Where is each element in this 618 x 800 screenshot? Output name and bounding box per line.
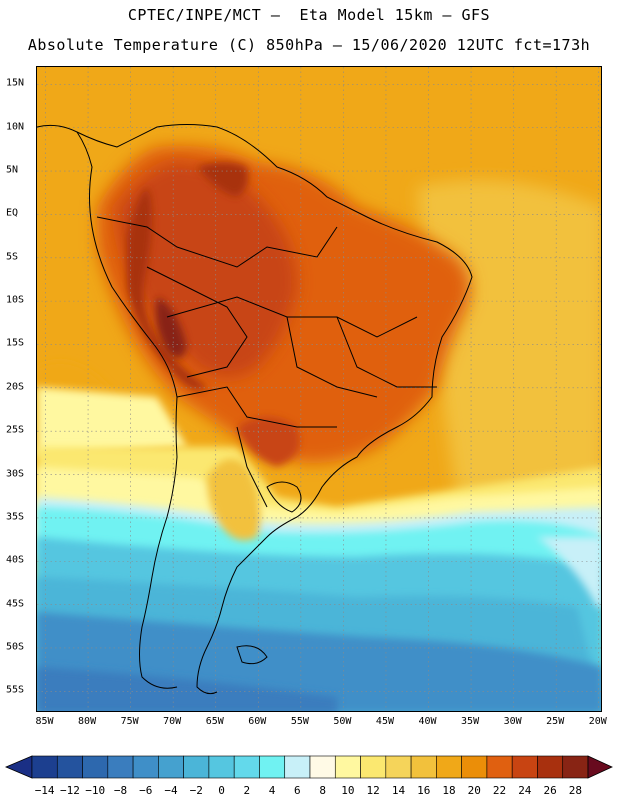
latitude-tick-label: 10S: [6, 294, 25, 306]
latitude-tick-label: 5S: [6, 251, 19, 263]
colorbar-segment: [334, 755, 361, 779]
colorbar-tick-label: 0: [218, 784, 225, 797]
longitude-tick-label: 60W: [248, 716, 267, 727]
longitude-tick-label: 50W: [333, 716, 352, 727]
colorbar-tick-label: 16: [417, 784, 431, 797]
title-line-2: Absolute Temperature (C) 850hPa – 15/06/…: [27, 36, 591, 54]
longitude-tick-label: 65W: [205, 716, 224, 727]
longitude-tick-label: 45W: [375, 716, 394, 727]
colorbar-tick-label: 12: [366, 784, 380, 797]
colorbar-tick-label: 6: [294, 784, 301, 797]
longitude-tick-label: 40W: [418, 716, 437, 727]
colorbar-tick-label: −4: [164, 784, 178, 797]
colorbar-segment: [562, 755, 589, 779]
colorbar-segment: [31, 755, 58, 779]
colorbar-segment: [410, 755, 437, 779]
colorbar-tick-label: −12: [59, 784, 80, 797]
longitude-tick-label: 55W: [290, 716, 309, 727]
colorbar-segment: [233, 755, 260, 779]
latitude-tick-label: 55S: [6, 684, 25, 696]
latitude-tick-label: 35S: [6, 511, 25, 523]
colorbar-tick-label: −6: [139, 784, 153, 797]
longitude-tick-label: 35W: [461, 716, 480, 727]
colorbar-segment: [436, 755, 462, 779]
colorbar-segment: [486, 755, 513, 779]
colorbar-underflow-triangle: [4, 755, 33, 779]
latitude-tick-label: 50S: [6, 641, 25, 653]
colorbar-tick-label: −8: [113, 784, 128, 797]
latitude-tick-label: 15N: [6, 77, 25, 89]
colorbar-tick-label: 10: [341, 784, 355, 797]
latitude-tick-label: 20S: [6, 381, 25, 393]
colorbar-segment: [158, 755, 184, 779]
colorbar: [4, 755, 613, 779]
colorbar-tick-label: −10: [85, 784, 106, 797]
colorbar-tick-label: 26: [543, 784, 557, 797]
latitude-tick-label: 10N: [6, 121, 25, 133]
colorbar-tick-label: 28: [568, 784, 582, 797]
land-temperature-field: [97, 146, 471, 541]
colorbar-segment: [82, 755, 109, 779]
temperature-map: [36, 66, 602, 712]
colorbar-tick-label: 8: [319, 784, 326, 797]
colorbar-tick-label: 4: [268, 784, 276, 797]
coastlines: [37, 124, 473, 695]
latitude-tick-label: 15S: [6, 337, 25, 349]
colorbar-tick-label: 20: [467, 784, 481, 797]
ocean-temperature-field: [37, 67, 601, 711]
longitude-tick-label: 75W: [120, 716, 139, 727]
colorbar-segment: [132, 755, 159, 779]
latitude-tick-label: 40S: [6, 554, 25, 566]
colorbar-tick-label: 22: [492, 784, 507, 797]
colorbar-tick-label: 2: [243, 784, 251, 797]
colorbar-segment: [56, 755, 83, 779]
colorbar-segment: [461, 755, 488, 779]
longitude-tick-label: 25W: [546, 716, 565, 727]
longitude-tick-label: 85W: [35, 716, 54, 727]
longitude-tick-label: 70W: [163, 716, 182, 727]
temperature-field-svg: [37, 67, 601, 711]
colorbar-segment: [208, 755, 235, 779]
title-line-1: CPTEC/INPE/MCT – Eta Model 15km – GFS: [127, 6, 491, 24]
colorbar-tick-label: −14: [34, 784, 55, 797]
colorbar-segment: [183, 755, 210, 779]
colorbar-tick-label: 24: [518, 784, 532, 797]
latitude-tick-label: EQ: [6, 207, 19, 219]
colorbar-segment: [259, 755, 286, 779]
colorbar-segment: [309, 755, 336, 779]
colorbar-segment: [107, 755, 134, 779]
colorbar-tick-label: 14: [391, 784, 406, 797]
longitude-tick-label: 20W: [588, 716, 607, 727]
longitude-tick-label: 30W: [503, 716, 522, 727]
colorbar-segment: [360, 755, 387, 779]
colorbar-tick-label: −2: [189, 784, 203, 797]
latitude-tick-label: 30S: [6, 468, 25, 480]
colorbar-segment: [385, 755, 412, 779]
latitude-tick-label: 25S: [6, 424, 25, 436]
colorbar-segment: [511, 755, 538, 779]
colorbar-tick-label: 18: [442, 784, 456, 797]
latitude-tick-label: 5N: [6, 164, 19, 176]
colorbar-overflow-triangle: [587, 755, 613, 779]
latitude-tick-label: 45S: [6, 598, 25, 610]
colorbar-segment: [537, 755, 564, 779]
colorbar-segment: [284, 755, 311, 779]
longitude-tick-label: 80W: [78, 716, 97, 727]
